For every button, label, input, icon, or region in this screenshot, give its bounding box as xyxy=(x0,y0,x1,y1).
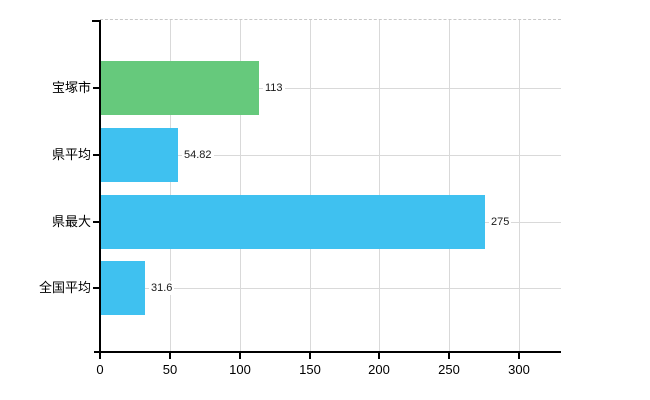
bar xyxy=(101,261,145,315)
vertical-gridline xyxy=(379,20,380,353)
y-axis-tick xyxy=(93,287,99,289)
x-axis-tick xyxy=(99,353,101,359)
bar xyxy=(101,195,485,249)
x-tick-label: 150 xyxy=(299,362,321,377)
vertical-gridline xyxy=(519,20,520,353)
x-axis-tick xyxy=(309,353,311,359)
vertical-gridline xyxy=(170,20,171,353)
vertical-gridline xyxy=(449,20,450,353)
horizontal-gridline xyxy=(100,88,561,89)
vertical-gridline xyxy=(240,20,241,353)
x-tick-label: 50 xyxy=(162,362,178,377)
bar-value-label: 54.82 xyxy=(182,147,214,163)
y-axis-tick xyxy=(93,87,99,89)
y-axis-line xyxy=(99,20,101,353)
plot-top-border xyxy=(100,19,561,20)
x-axis-line xyxy=(94,351,561,353)
horizontal-gridline xyxy=(100,288,561,289)
x-axis-tick xyxy=(169,353,171,359)
category-label: 県最大 xyxy=(51,214,91,230)
x-tick-label: 300 xyxy=(508,362,530,377)
bar-value-label: 31.6 xyxy=(149,280,175,296)
category-label: 宝塚市 xyxy=(51,80,91,96)
category-label: 県平均 xyxy=(51,147,91,163)
y-axis-tick xyxy=(93,154,99,156)
x-tick-label: 250 xyxy=(438,362,460,377)
bar xyxy=(101,61,259,115)
bar xyxy=(101,128,178,182)
category-label: 全国平均 xyxy=(38,280,91,296)
x-axis-tick xyxy=(448,353,450,359)
y-axis-tick xyxy=(93,221,99,223)
bar-value-label: 113 xyxy=(263,80,285,96)
vertical-gridline xyxy=(310,20,311,353)
x-axis-tick xyxy=(239,353,241,359)
x-tick-label: 100 xyxy=(229,362,251,377)
x-axis-tick xyxy=(518,353,520,359)
x-tick-label: 0 xyxy=(96,362,104,377)
bar-value-label: 275 xyxy=(489,214,512,230)
horizontal-gridline xyxy=(100,155,561,156)
x-tick-label: 200 xyxy=(368,362,390,377)
x-axis-tick xyxy=(378,353,380,359)
y-axis-top-tick xyxy=(92,20,100,22)
